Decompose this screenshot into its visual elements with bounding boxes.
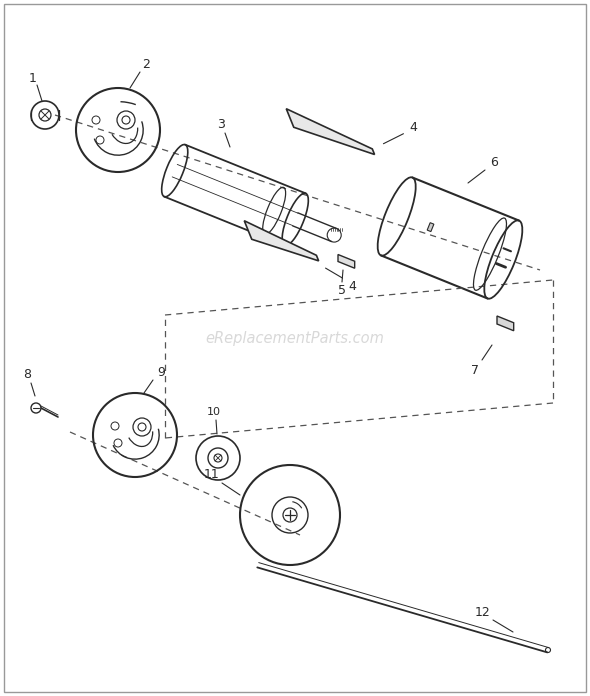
Text: 10: 10	[207, 407, 221, 417]
Text: eReplacementParts.com: eReplacementParts.com	[205, 331, 385, 345]
Text: 5: 5	[338, 283, 346, 296]
Polygon shape	[286, 109, 375, 155]
Text: 1: 1	[29, 72, 37, 84]
Polygon shape	[338, 255, 355, 268]
Text: 4: 4	[349, 280, 356, 292]
Text: 8: 8	[23, 368, 31, 381]
Polygon shape	[244, 221, 319, 261]
Text: 3: 3	[217, 118, 225, 132]
Polygon shape	[427, 223, 434, 232]
Text: 2: 2	[142, 58, 150, 72]
Text: 9: 9	[157, 365, 165, 379]
Polygon shape	[497, 316, 514, 331]
Text: 6: 6	[490, 155, 498, 168]
Text: 12: 12	[475, 606, 491, 619]
Text: 11: 11	[204, 468, 220, 482]
Text: 7: 7	[471, 363, 479, 377]
Text: 4: 4	[409, 121, 417, 134]
